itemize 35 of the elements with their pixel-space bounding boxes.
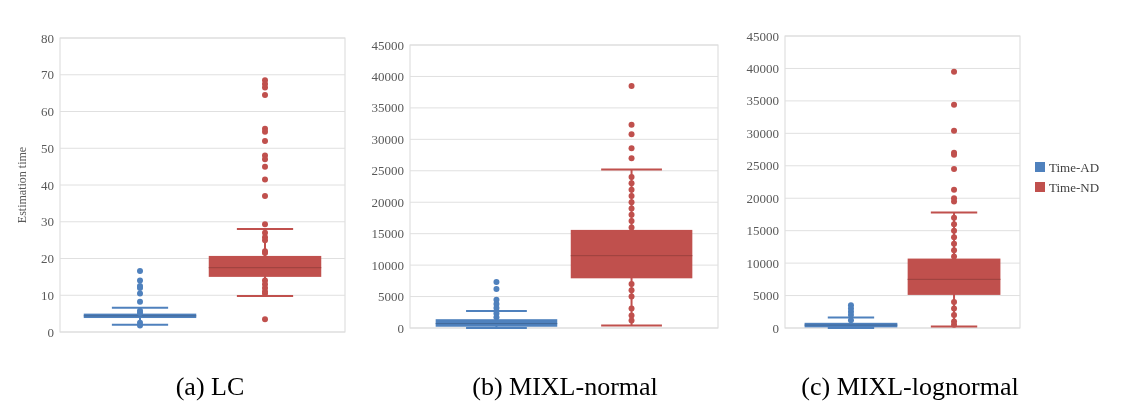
y-tick-label: 40000 — [371, 68, 404, 84]
y-tick-label: 0 — [397, 320, 404, 336]
y-tick-label: 10000 — [746, 255, 779, 271]
y-tick-label: 5000 — [378, 289, 404, 305]
y-tick-label: 10 — [41, 287, 54, 303]
y-tick-label: 0 — [772, 320, 779, 336]
y-tick-label: 30000 — [371, 131, 404, 147]
text: (b) MIXL-normal — [472, 372, 658, 401]
y-tick-label: 10000 — [371, 257, 404, 273]
y-tick-label: 30000 — [746, 125, 779, 141]
y-tick-label: 45000 — [371, 37, 404, 53]
y-tick-label: 20000 — [371, 194, 404, 210]
y-tick-label: 25000 — [746, 158, 779, 174]
y-tick-label: 30 — [41, 214, 54, 230]
y-tick-label: 50 — [41, 140, 54, 156]
text: (c) MIXL-lognormal — [801, 372, 1019, 401]
text: (a) LC — [175, 372, 245, 401]
y-tick-label: 20000 — [746, 190, 779, 206]
y-tick-label: 40000 — [746, 60, 779, 76]
y-tick-label: 40 — [41, 177, 54, 193]
y-tick-label: 0 — [47, 324, 54, 340]
y-tick-label: 35000 — [371, 100, 404, 116]
y-tick-label: 15000 — [746, 223, 779, 239]
y-tick-label: 15000 — [371, 226, 404, 242]
y-tick-label: 5000 — [753, 288, 779, 304]
y-axis-title: Estimation time — [15, 146, 29, 224]
y-tick-label: 70 — [41, 67, 54, 83]
y-tick-label: 35000 — [746, 93, 779, 109]
y-tick-label: 60 — [41, 104, 54, 120]
y-tick-label: 20 — [41, 251, 54, 267]
legend-label: Time-ND — [1049, 179, 1100, 195]
y-tick-label: 25000 — [371, 163, 404, 179]
y-tick-label: 45000 — [746, 28, 779, 44]
y-tick-label: 80 — [41, 30, 54, 46]
legend-label: Time-AD — [1049, 159, 1100, 175]
